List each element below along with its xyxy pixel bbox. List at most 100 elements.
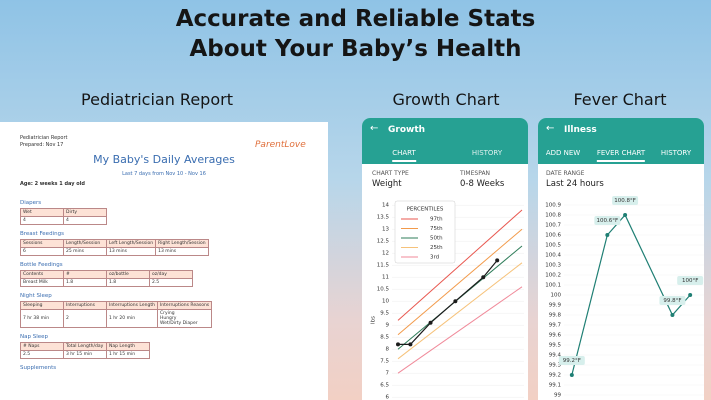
y-tick-label: 100.2 — [545, 273, 561, 279]
y-tick-label: 100.5 — [545, 243, 561, 249]
value-label: 99.2°F — [563, 358, 581, 364]
weight-point — [396, 342, 400, 347]
cell: 1.8 — [106, 278, 150, 287]
percentile-line — [397, 209, 523, 321]
cell: 4 — [63, 216, 107, 225]
table-header: Contents # oz/bottle oz/day — [20, 270, 193, 279]
header-cell: Length/Session — [63, 239, 107, 248]
weight-line — [398, 260, 498, 345]
header-cell: # — [63, 270, 107, 279]
legend-label: 3rd — [430, 255, 439, 261]
table-header: Sleeping Interruptions Interruptions Lengt… — [20, 301, 213, 310]
cell: 3 hr 15 min — [63, 350, 107, 359]
tab[interactable]: HISTORY — [471, 149, 503, 157]
cell: Breast Milk — [20, 278, 64, 287]
legend-label: 97th — [430, 217, 443, 223]
y-tick-label: 8 — [386, 347, 390, 353]
back-icon[interactable]: ← — [370, 123, 379, 134]
y-tick-label: 14 — [382, 203, 389, 209]
table-header: Sessions Length/Session Left Length/Sessio… — [20, 239, 209, 248]
temperature-point — [623, 213, 628, 217]
report-sections: Diapers Wet Dirty 4 4 Breast Feedings Sessions… — [20, 194, 213, 373]
y-tick-label: 99.2 — [549, 373, 561, 379]
growth-chart: 14 13.5 13 12.5 12 11.5 11 10.5 10 9.5 9 8.5 8 7.5 7 6.… — [371, 200, 524, 400]
header-cell: # Naps — [20, 342, 64, 351]
section-heading: Breast Feedings — [20, 231, 64, 237]
temperature-point — [670, 313, 675, 317]
table-header: Wet Dirty — [20, 208, 107, 217]
value-label-box — [594, 216, 621, 225]
table-row: 7 hr 38 min 2 1 hr 20 min Crying Hungry Wet… — [20, 309, 213, 328]
panel-label: Growth Chart — [392, 90, 500, 109]
value-label: 100.6°F — [596, 218, 618, 224]
y-tick-label: 100.4 — [545, 253, 561, 259]
percentile-line — [397, 228, 523, 336]
baby-age: Age: 2 weeks 1 day old — [20, 181, 85, 187]
header-cell: Wet — [20, 208, 64, 217]
cell: 2.5 — [20, 350, 64, 359]
header-cell: Right Length/Session — [155, 239, 209, 248]
cell: 13 mins — [105, 247, 157, 256]
y-tick-label: 100.9 — [545, 203, 561, 209]
percentile-line — [397, 262, 523, 360]
header-cell: Dirty — [63, 208, 107, 217]
value-label: 100.8°F — [614, 198, 636, 204]
tab[interactable]: HISTORY — [660, 149, 692, 157]
tab[interactable]: CHART — [392, 149, 416, 162]
y-tick-label: 99.9 — [549, 303, 562, 309]
header-cell: Sessions — [20, 239, 64, 248]
cell: 6 — [20, 247, 64, 256]
y-tick-label: 9 — [386, 323, 390, 329]
section-heading: Night Sleep — [20, 293, 52, 299]
cell: 2.5 — [149, 278, 193, 287]
section-heading: Diapers — [20, 200, 42, 206]
header-cell: Total Length/day — [63, 342, 107, 351]
header-cell: Contents — [20, 270, 64, 279]
app-title: Illness — [564, 125, 597, 135]
field-value[interactable]: Weight — [372, 179, 402, 189]
tab[interactable]: FEVER CHART — [596, 149, 646, 162]
table-row: 2.5 3 hr 15 min 1 hr 15 min — [20, 350, 150, 359]
section-heading: Supplements — [20, 365, 57, 371]
section-table: Sessions Length/Session Left Length/Sessio… — [20, 239, 209, 256]
header-cell: Interruptions Length — [106, 301, 158, 310]
cell: 4 — [20, 216, 64, 225]
section-table: Wet Dirty 4 4 — [20, 208, 107, 225]
section-table: Contents # oz/bottle oz/day Breast Milk 1.8 1.… — [20, 270, 193, 287]
cell: Crying Hungry Wet/Dirty Diaper — [156, 309, 213, 328]
section-table: # Naps Total Length/day Nap Length 2.5 3 hr … — [20, 342, 150, 359]
y-tick-label: 13 — [382, 227, 389, 233]
weight-point — [408, 342, 413, 347]
value-label-box — [558, 356, 585, 365]
y-tick-label: 99.8 — [549, 313, 562, 319]
report-page: Pediatrician Report Prepared: Nov 17 Par… — [0, 122, 328, 400]
y-tick-label: 99.1 — [549, 383, 561, 389]
section-table: Sleeping Interruptions Interruptions Lengt… — [20, 301, 213, 328]
y-tick-label: 99.6 — [549, 333, 562, 339]
report-title: My Baby's Daily Averages — [93, 153, 235, 166]
legend-label: 25th — [430, 245, 443, 251]
percentile-line — [397, 286, 523, 374]
weight-point — [481, 275, 486, 280]
field-value[interactable]: Last 24 hours — [546, 179, 604, 189]
panel-label: Fever Chart — [573, 90, 667, 109]
cell: 7 hr 38 min — [20, 309, 64, 328]
y-tick-label: 100.1 — [545, 283, 561, 289]
section-heading: Nap Sleep — [20, 334, 49, 340]
field-value[interactable]: 0-8 Weeks — [460, 179, 505, 189]
y-tick-label: 99 — [554, 393, 561, 399]
fever-chart: 100.9 100.8 100.7 100.6 100.5 100.4 100.3 100.2… — [545, 196, 704, 399]
app-bar: ← Growth CHART HISTORY — [362, 118, 528, 164]
header-cell: Sleeping — [20, 301, 64, 310]
back-icon[interactable]: ← — [546, 123, 555, 134]
field-label: TIMESPAN — [460, 170, 491, 177]
y-tick-label: 99.3 — [549, 363, 562, 369]
header-cell: oz/bottle — [106, 270, 150, 279]
report-date: Prepared: Nov 17 — [20, 142, 64, 148]
tab[interactable]: ADD NEW — [545, 149, 581, 157]
value-label-box — [677, 276, 704, 285]
headline: About Your Baby’s Health — [189, 36, 522, 62]
header-cell: Left Length/Session — [105, 239, 157, 248]
header-cell: Nap Length — [106, 342, 150, 351]
